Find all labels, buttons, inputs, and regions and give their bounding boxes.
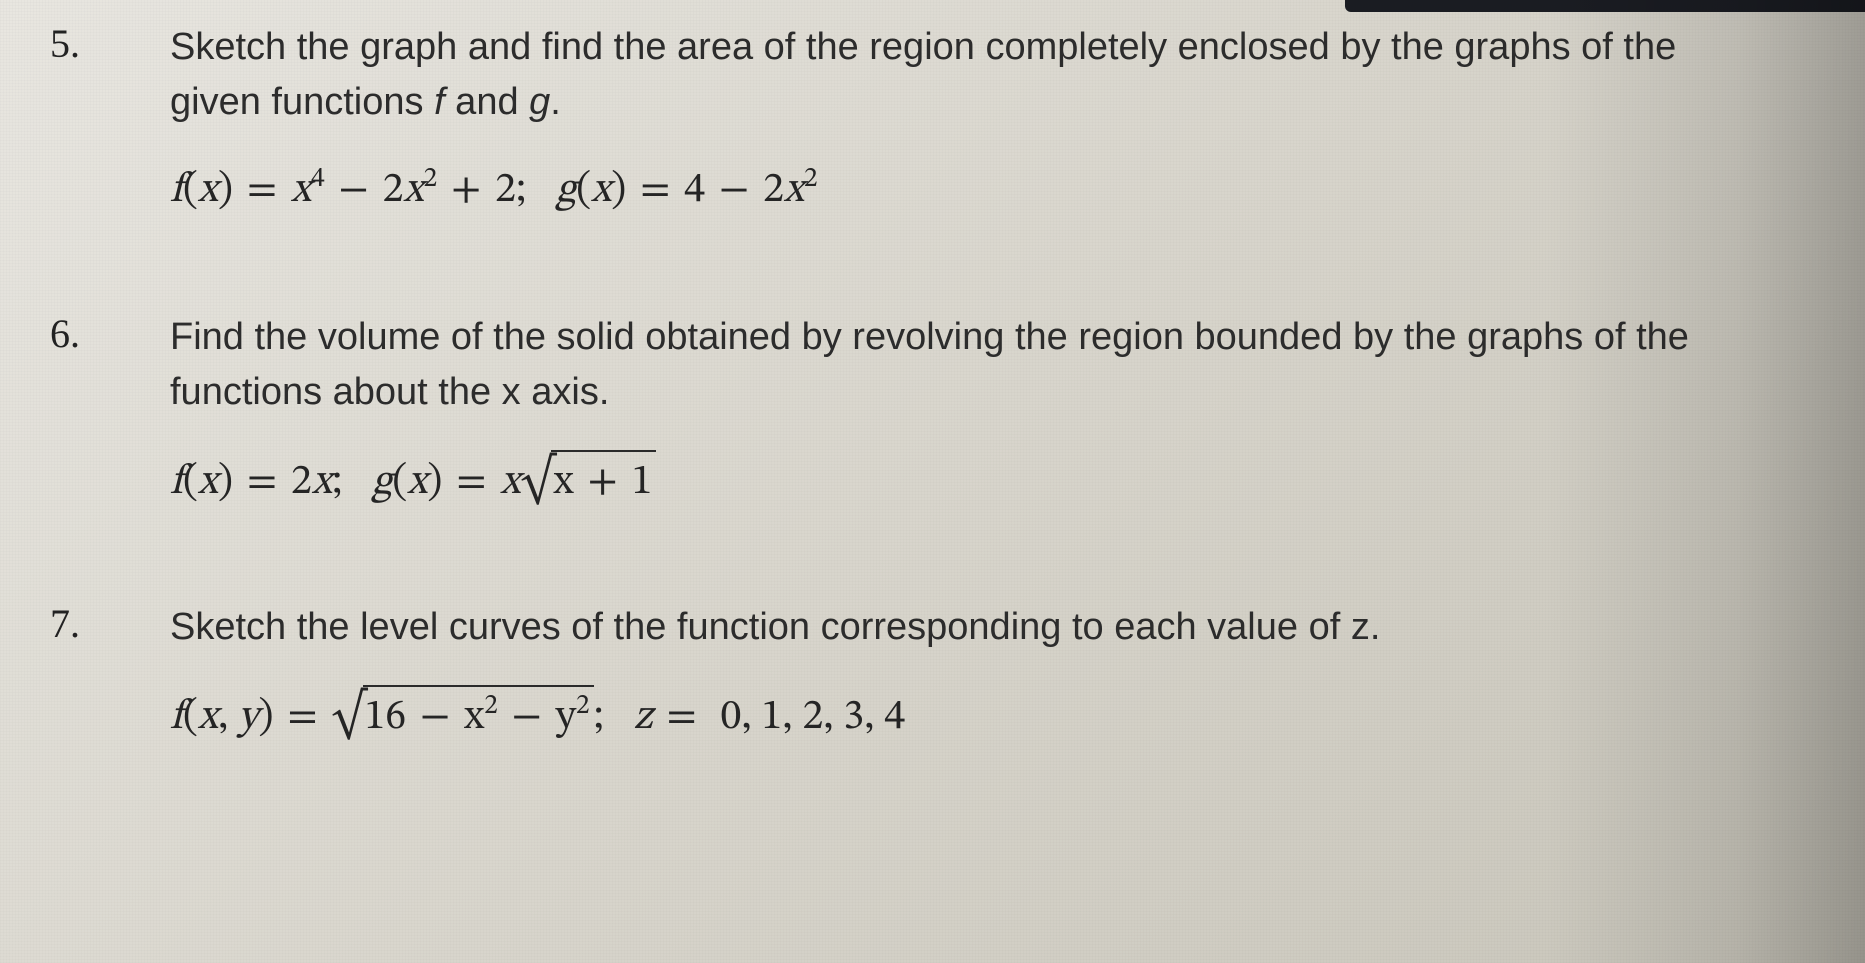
problem-number: 6. xyxy=(50,310,100,357)
problem-body: Find the volume of the solid obtained by… xyxy=(170,310,1745,515)
problem-6: 6. Find the volume of the solid obtained… xyxy=(50,310,1745,515)
problem-7: 7. Sketch the level curves of the functi… xyxy=(50,600,1745,750)
problem-equation: f(x) = x4 − 2x2 + 2; g(x) = 4 − 2x2 xyxy=(170,160,1745,221)
problem-5: 5. Sketch the graph and find the area of… xyxy=(50,20,1745,221)
problem-number: 7. xyxy=(50,600,100,647)
problem-equation: f(x, y) = √16 − x2 − y2; z = 0, 1, 2, 3,… xyxy=(170,685,1745,750)
problem-prompt: Find the volume of the solid obtained by… xyxy=(170,310,1745,420)
problem-prompt: Sketch the level curves of the function … xyxy=(170,600,1745,655)
problem-equation: f(x) = 2x; g(x) = x√x + 1 xyxy=(170,450,1745,515)
problem-prompt: Sketch the graph and find the area of th… xyxy=(170,20,1745,130)
problem-number: 5. xyxy=(50,20,100,67)
problem-body: Sketch the level curves of the function … xyxy=(170,600,1745,750)
problem-body: Sketch the graph and find the area of th… xyxy=(170,20,1745,221)
photo-top-edge xyxy=(1345,0,1865,12)
